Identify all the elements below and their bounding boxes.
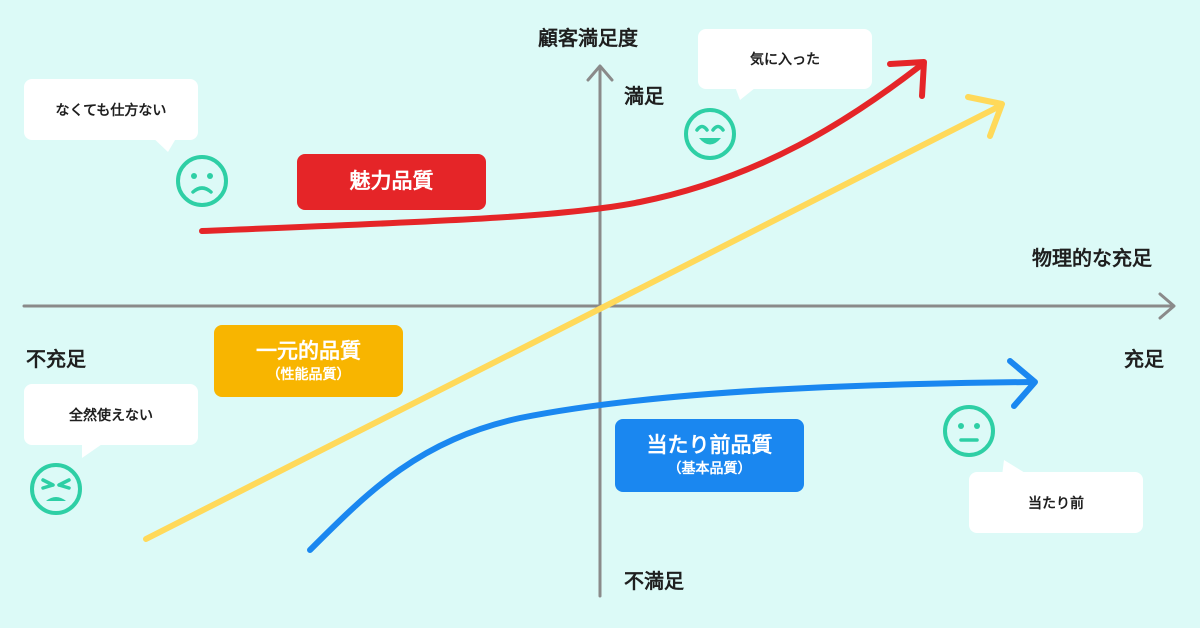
one-dimensional-arrowhead (965, 94, 1005, 139)
x-axis-title: 物理的な充足 (1032, 246, 1152, 270)
attractive-quality-curve (199, 59, 927, 234)
attractive-arrowhead (887, 59, 927, 99)
y-axis-arrowhead (586, 64, 614, 82)
x-axis-arrowhead (1158, 292, 1176, 320)
bubble-tails (82, 84, 1030, 476)
attractive-quality-label: 魅力品質 (349, 169, 434, 194)
y-axis-bottom-label: 不満足 (624, 569, 684, 593)
axes (22, 64, 1176, 598)
must-be-quality-sublabel: （基本品質） (667, 461, 752, 478)
bubble-liked: 気に入った (698, 29, 872, 89)
y-axis-title: 顧客満足度 (538, 26, 638, 50)
neutral-face-icon (943, 405, 995, 457)
badge-must-be-quality: 当たり前品質 （基本品質） (615, 419, 804, 492)
angry-face-icon (30, 463, 82, 515)
bubble-unsatisfied-attractive: なくても仕方ない (24, 79, 198, 140)
must-be-arrowhead (1007, 358, 1038, 409)
bubble-taken-for-granted: 当たり前 (969, 472, 1143, 533)
x-axis-left-label: 不充足 (26, 347, 86, 371)
sad-face-icon (176, 155, 228, 207)
badge-one-dimensional-quality: 一元的品質 （性能品質） (214, 325, 403, 397)
must-be-quality-curve (307, 358, 1038, 553)
one-dimensional-quality-curve (143, 94, 1005, 542)
one-dimensional-quality-label: 一元的品質 (256, 338, 361, 363)
bubble-unusable: 全然使えない (24, 384, 198, 445)
x-axis-right-label: 充足 (1124, 347, 1164, 371)
y-axis-top-label: 満足 (624, 84, 664, 108)
badge-attractive-quality: 魅力品質 (297, 154, 486, 210)
one-dimensional-quality-sublabel: （性能品質） (266, 366, 351, 383)
must-be-quality-label: 当たり前品質 (646, 433, 773, 457)
happy-face-icon (684, 108, 736, 160)
